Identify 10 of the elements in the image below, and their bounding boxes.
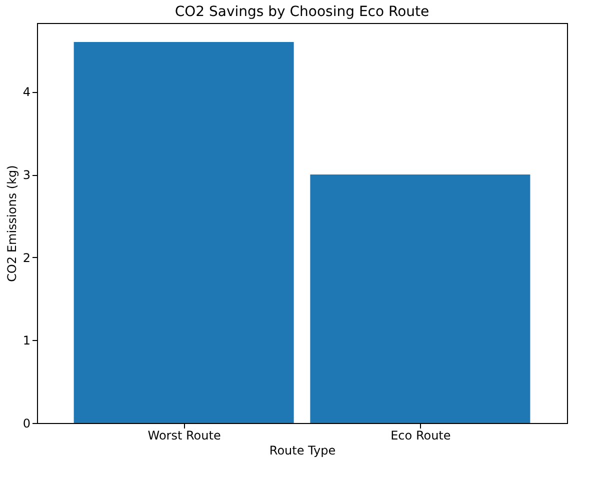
y-tick-label: 4 [22, 85, 30, 100]
y-tick-label: 3 [22, 168, 30, 182]
x-tick-label: Worst Route [148, 428, 221, 442]
y-tick-label: 1 [22, 334, 30, 348]
y-tick-label: 0 [22, 416, 30, 430]
chart-title: CO2 Savings by Choosing Eco Route [174, 4, 430, 20]
x-axis-title: Route Type [269, 444, 336, 458]
x-tick-label: Eco Route [390, 428, 451, 442]
y-axis-title: CO2 Emissions (kg) [4, 165, 19, 282]
y-tick-label: 2 [22, 250, 30, 265]
